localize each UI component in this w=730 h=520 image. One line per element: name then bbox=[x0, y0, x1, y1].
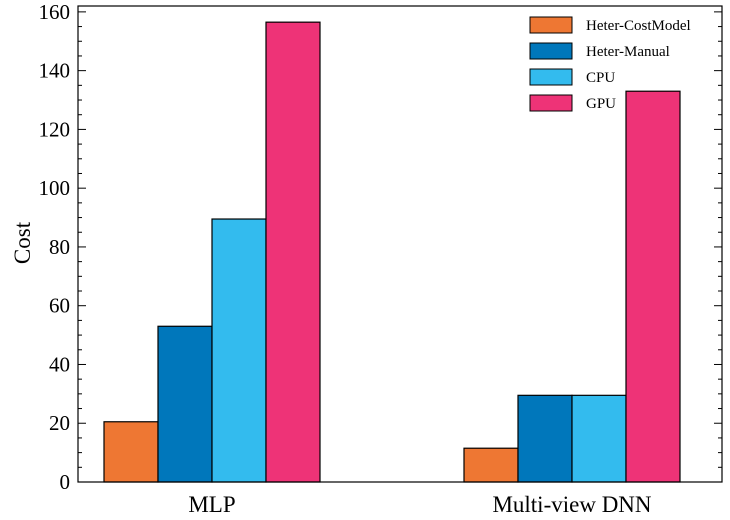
y-axis-label: Cost bbox=[10, 221, 35, 264]
y-tick-label: 40 bbox=[49, 352, 70, 376]
y-tick-label: 60 bbox=[49, 294, 70, 318]
y-tick-label: 120 bbox=[39, 117, 71, 141]
bar-heter-manual-0 bbox=[157, 325, 213, 483]
legend-label: GPU bbox=[586, 96, 616, 112]
legend-swatch bbox=[529, 94, 573, 112]
ticks-group: 0 20 40 60 80 100 120 140 160 bbox=[39, 0, 722, 494]
bar-heter-costmodel-1 bbox=[463, 447, 519, 483]
bar-gpu-0 bbox=[265, 21, 321, 483]
x-category-label: MLP bbox=[188, 492, 235, 517]
y-tick-label: 20 bbox=[49, 411, 70, 435]
bar-gpu-1 bbox=[625, 90, 681, 483]
legend-swatch bbox=[529, 42, 573, 60]
y-tick-label: 80 bbox=[49, 235, 70, 259]
y-tick-label: 160 bbox=[39, 0, 71, 24]
legend-label: Heter-CostModel bbox=[586, 18, 691, 34]
y-tick-label: 140 bbox=[39, 59, 71, 83]
bar-heter-costmodel-0 bbox=[103, 421, 159, 483]
y-tick-label: 0 bbox=[60, 470, 71, 494]
bar-cpu-0 bbox=[211, 218, 267, 483]
plot-frame bbox=[77, 5, 723, 483]
bars-group bbox=[103, 21, 681, 483]
legend-swatch bbox=[529, 68, 573, 86]
legend-swatch bbox=[529, 16, 573, 34]
y-tick-label: 100 bbox=[39, 176, 71, 200]
bar-cpu-1 bbox=[571, 394, 627, 483]
category-labels: MLP Multi-view DNN bbox=[188, 492, 652, 517]
legend-label: Heter-Manual bbox=[586, 44, 670, 60]
bar-heter-manual-1 bbox=[517, 394, 573, 483]
legend: Heter-CostModel Heter-Manual CPU GPU bbox=[529, 16, 691, 112]
legend-label: CPU bbox=[586, 70, 615, 86]
x-category-label: Multi-view DNN bbox=[492, 492, 651, 517]
